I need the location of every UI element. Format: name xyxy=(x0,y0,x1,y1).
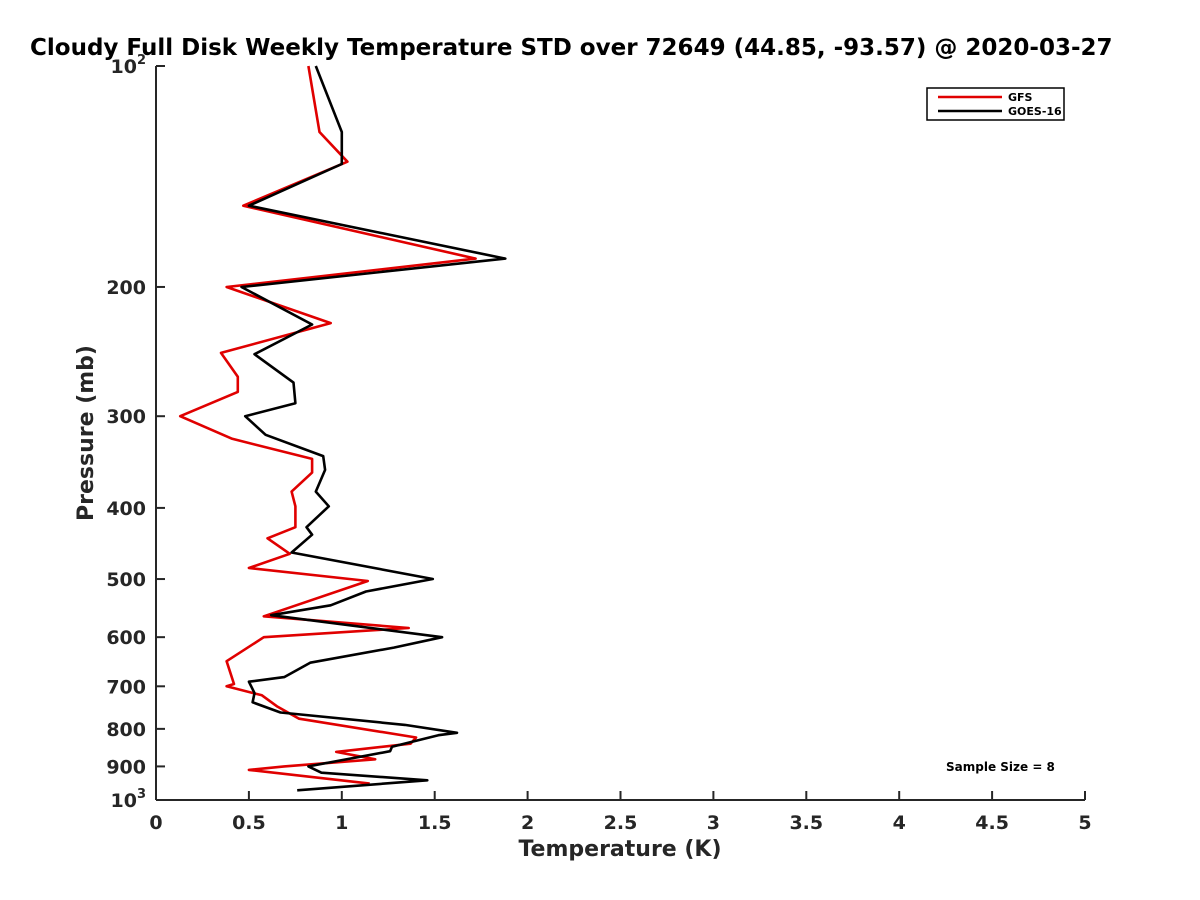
x-tick-label: 5 xyxy=(1078,812,1091,834)
y-tick-label: 300 xyxy=(106,406,146,428)
x-tick-label: 4 xyxy=(893,812,906,834)
x-tick-label: 1.5 xyxy=(418,812,452,834)
axes: 0 0.5 1 1.5 2 2.5 3 3.5 4 4.5 5 102 200 300 400 500 600 7… xyxy=(106,53,1091,834)
y-tick-label: 800 xyxy=(106,719,146,741)
legend-label-gfs: GFS xyxy=(1008,91,1033,104)
x-tick-label: 0.5 xyxy=(232,812,266,834)
sample-size-annotation: Sample Size = 8 xyxy=(946,760,1055,774)
chart-title: Cloudy Full Disk Weekly Temperature STD … xyxy=(30,35,1113,61)
y-tick-label: 103 xyxy=(111,787,147,812)
x-axis-label: Temperature (K) xyxy=(518,837,721,862)
x-tick-label: 2 xyxy=(521,812,534,834)
x-tick-label: 4.5 xyxy=(975,812,1009,834)
series-line-gfs xyxy=(178,65,477,785)
y-tick-label: 400 xyxy=(106,498,146,520)
legend-label-goes16: GOES-16 xyxy=(1008,105,1062,118)
x-tick-label: 3 xyxy=(707,812,720,834)
y-tick-label: 900 xyxy=(106,756,146,778)
y-axis-label: Pressure (mb) xyxy=(74,345,99,521)
y-tick-label: 500 xyxy=(106,569,146,591)
series-line-goes16 xyxy=(240,65,507,792)
series-lines xyxy=(178,65,507,792)
y-tick-label: 102 xyxy=(111,53,147,78)
x-tick-label: 3.5 xyxy=(789,812,823,834)
legend-box xyxy=(926,87,1065,121)
legend: GFS GOES-16 xyxy=(926,87,1065,121)
y-tick-label: 200 xyxy=(106,277,146,299)
x-tick-label: 1 xyxy=(335,812,348,834)
x-tick-label: 0 xyxy=(149,812,162,834)
y-tick-label: 700 xyxy=(106,676,146,698)
y-tick-label: 600 xyxy=(106,627,146,649)
x-tick-label: 2.5 xyxy=(604,812,638,834)
